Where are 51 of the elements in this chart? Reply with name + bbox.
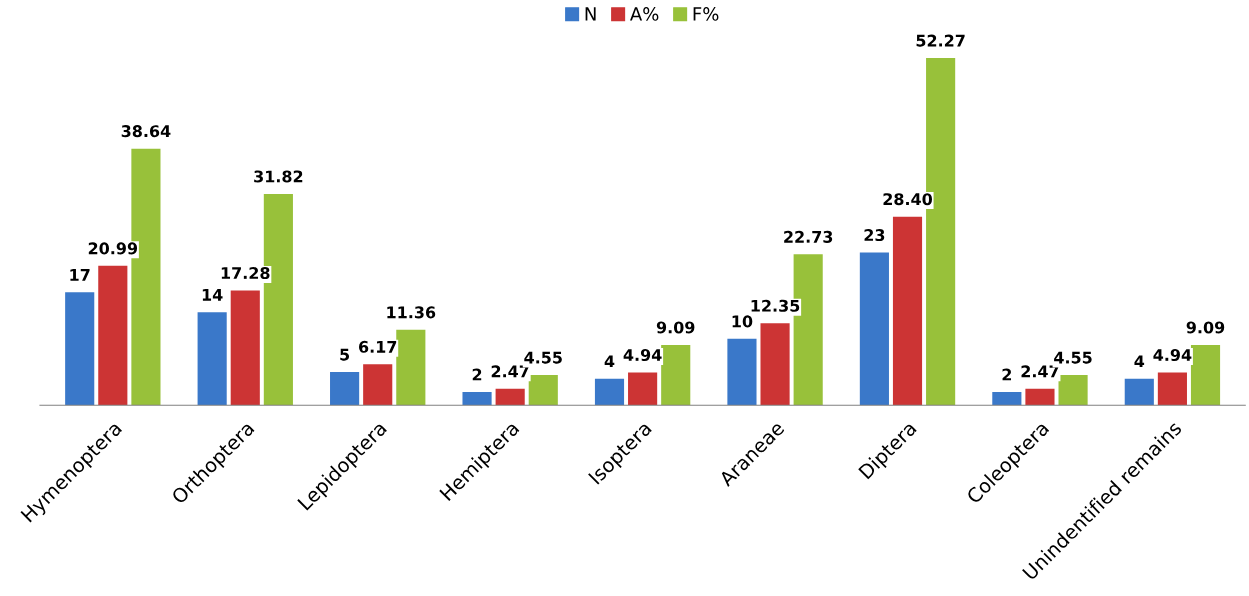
data-label: 4.94 [623,348,662,362]
bar [760,323,790,406]
bar [98,265,128,406]
bar [65,292,95,406]
data-label: 4 [604,355,615,368]
bar [230,290,260,406]
data-label: 17 [70,269,90,281]
legend-label: A% [630,7,659,21]
data-label: 17.28 [221,266,270,280]
bar [727,338,757,406]
bar [1157,372,1187,406]
bar [197,312,227,406]
legend-label: F% [693,7,719,21]
data-label: 9.09 [1186,321,1225,334]
data-label: 4 [1134,355,1145,368]
bar [363,364,393,406]
bar [462,392,492,406]
data-label: 4.55 [524,351,562,364]
data-label: 14 [202,288,223,301]
data-label: 4.55 [1054,351,1092,364]
data-label: 11.36 [387,306,436,319]
data-label: 12.35 [751,299,800,312]
bar [1025,388,1055,406]
data-label: 22.73 [784,230,833,243]
data-label: 2 [472,368,482,381]
data-label: 5 [340,348,350,361]
data-label: 20.99 [88,242,138,255]
bar [892,216,923,406]
bar [330,372,360,406]
bar [1058,375,1088,406]
data-label: 31.82 [254,170,303,183]
bar [1124,378,1154,406]
data-label: 9.09 [656,321,695,334]
data-label: 6.17 [359,340,397,353]
bar [396,329,426,406]
bar [859,252,889,406]
bar [594,378,625,406]
bar [1190,344,1221,406]
data-label: 2 [1002,368,1012,381]
data-label: 28.40 [883,193,933,206]
bar [992,392,1022,406]
data-label: 23 [864,229,885,242]
bar [661,344,691,406]
bar [528,375,558,406]
bar [495,388,525,406]
data-label: 52.27 [916,34,965,47]
bar [628,372,658,406]
data-label: 4.94 [1153,348,1192,362]
data-label: 38.64 [121,125,171,138]
legend-label: N [585,7,596,21]
data-label: 10 [732,315,753,328]
